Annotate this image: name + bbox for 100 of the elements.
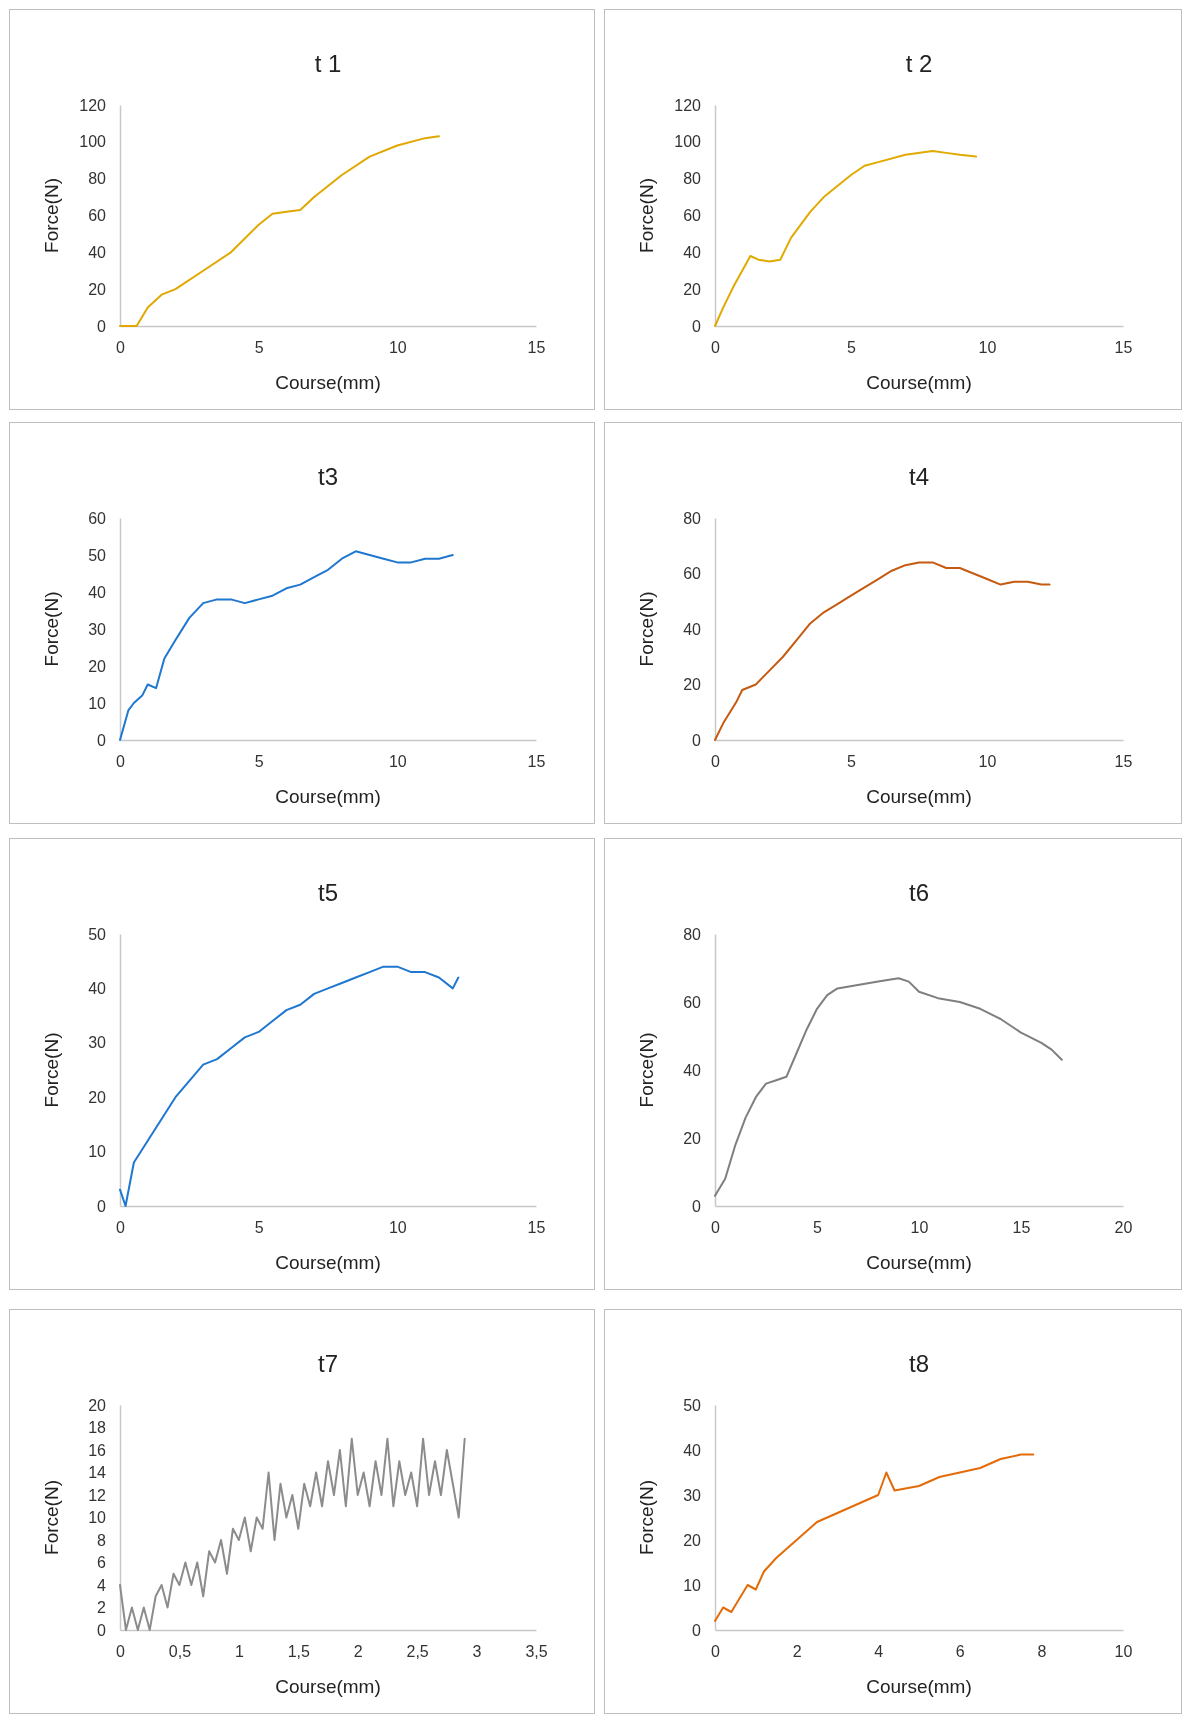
line-series — [119, 965, 460, 1207]
x-tick-label: 20 — [1114, 1219, 1133, 1237]
x-tick-label: 10 — [978, 339, 997, 357]
x-tick-label: 10 — [388, 753, 407, 771]
y-tick-label: 40 — [683, 1061, 702, 1079]
y-axis-title: Force(N) — [636, 1032, 657, 1108]
y-tick-label: 10 — [683, 1576, 702, 1594]
y-tick-label: 20 — [683, 280, 702, 298]
x-tick-label: 6 — [955, 1643, 965, 1661]
y-tick-label: 30 — [88, 1034, 107, 1052]
y-tick-label: 10 — [88, 694, 107, 712]
x-axis-title: Course(mm) — [275, 786, 381, 807]
y-axis-title: Force(N) — [636, 591, 657, 667]
x-tick-label: 3 — [472, 1643, 482, 1661]
y-tick-label: 100 — [79, 133, 107, 151]
y-axis-title: Force(N) — [41, 1480, 62, 1555]
y-tick-label: 30 — [683, 1486, 702, 1504]
y-tick-label: 8 — [97, 1531, 107, 1549]
x-tick-label: 0 — [711, 339, 721, 357]
y-tick-label: 40 — [88, 243, 107, 261]
y-tick-label: 80 — [88, 170, 107, 188]
y-tick-label: 60 — [683, 993, 702, 1011]
y-tick-label: 20 — [88, 280, 107, 298]
x-tick-label: 5 — [813, 1219, 823, 1237]
x-axis-title: Course(mm) — [866, 1252, 972, 1273]
y-tick-label: 80 — [683, 170, 702, 188]
y-tick-label: 10 — [88, 1509, 107, 1527]
y-tick-label: 40 — [88, 980, 107, 998]
x-tick-label: 2 — [792, 1643, 802, 1661]
x-tick-label: 1,5 — [287, 1643, 310, 1661]
y-axis-title: Force(N) — [636, 1480, 657, 1555]
y-tick-label: 16 — [88, 1441, 107, 1459]
x-tick-label: 0 — [116, 1643, 126, 1661]
x-tick-label: 10 — [910, 1219, 929, 1237]
y-tick-label: 2 — [97, 1599, 107, 1617]
y-tick-label: 20 — [683, 1531, 702, 1549]
y-tick-label: 30 — [88, 620, 107, 638]
y-tick-label: 40 — [88, 583, 107, 601]
x-tick-label: 0 — [711, 1643, 721, 1661]
x-axis-title: Course(mm) — [866, 786, 972, 807]
y-tick-label: 40 — [683, 243, 702, 261]
x-tick-label: 5 — [254, 753, 264, 771]
x-tick-label: 15 — [527, 339, 546, 357]
x-tick-label: 2 — [353, 1643, 363, 1661]
x-tick-label: 15 — [1114, 339, 1133, 357]
x-tick-label: 5 — [254, 1219, 264, 1237]
x-tick-label: 0 — [711, 753, 721, 771]
y-tick-label: 12 — [88, 1486, 107, 1504]
x-axis-title: Course(mm) — [866, 372, 972, 393]
y-tick-label: 0 — [692, 1621, 702, 1639]
y-tick-label: 14 — [88, 1464, 107, 1482]
x-tick-label: 0 — [711, 1219, 721, 1237]
y-tick-label: 0 — [692, 317, 702, 335]
y-tick-label: 120 — [79, 96, 107, 114]
y-tick-label: 20 — [683, 1129, 702, 1147]
x-tick-label: 0 — [116, 753, 126, 771]
x-tick-label: 0,5 — [168, 1643, 192, 1661]
x-tick-label: 5 — [254, 339, 264, 357]
x-tick-label: 1 — [234, 1643, 244, 1661]
x-tick-label: 8 — [1037, 1643, 1047, 1661]
y-tick-label: 50 — [88, 546, 107, 564]
chart-title: t6 — [908, 879, 930, 906]
x-tick-label: 10 — [978, 753, 997, 771]
line-series — [714, 977, 1063, 1197]
y-tick-label: 18 — [88, 1419, 107, 1437]
y-axis-title: Force(N) — [41, 1032, 62, 1108]
line-series — [714, 150, 978, 327]
x-tick-label: 15 — [1114, 753, 1133, 771]
y-tick-label: 20 — [683, 676, 702, 694]
line-series — [119, 135, 440, 327]
x-axis-title: Course(mm) — [275, 372, 381, 393]
x-axis-title: Course(mm) — [275, 1252, 381, 1273]
y-tick-label: 60 — [88, 509, 107, 527]
y-tick-label: 60 — [88, 207, 107, 225]
y-tick-label: 100 — [674, 133, 702, 151]
line-series — [714, 1453, 1035, 1622]
x-tick-label: 0 — [116, 1219, 126, 1237]
y-tick-label: 0 — [97, 317, 107, 335]
x-axis-title: Course(mm) — [866, 1676, 972, 1697]
y-axis-title: Force(N) — [41, 591, 62, 667]
y-tick-label: 60 — [683, 565, 702, 583]
x-tick-label: 2,5 — [406, 1643, 429, 1661]
y-tick-label: 20 — [88, 1088, 107, 1106]
x-tick-label: 10 — [1114, 1643, 1133, 1661]
x-tick-label: 10 — [388, 339, 407, 357]
chart-title: t4 — [908, 463, 930, 490]
y-axis-title: Force(N) — [636, 178, 657, 253]
y-tick-label: 6 — [97, 1554, 107, 1572]
y-tick-label: 60 — [683, 207, 702, 225]
y-tick-label: 0 — [692, 731, 702, 749]
y-tick-label: 120 — [674, 96, 702, 114]
chart-title: t 2 — [905, 50, 933, 77]
y-tick-label: 40 — [683, 620, 702, 638]
x-tick-label: 15 — [527, 1219, 546, 1237]
y-tick-label: 20 — [88, 1396, 107, 1414]
y-tick-label: 0 — [97, 1197, 107, 1215]
y-tick-label: 10 — [88, 1143, 107, 1161]
line-series — [714, 561, 1051, 741]
chart-title: t8 — [908, 1350, 930, 1377]
chart-title: t5 — [317, 879, 339, 906]
